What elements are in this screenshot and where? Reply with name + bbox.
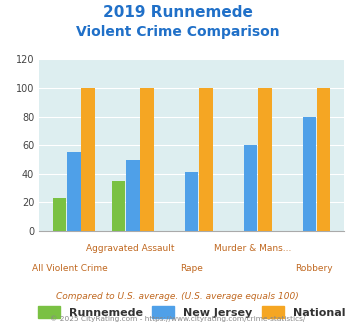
Bar [258,88,272,231]
Legend: Runnemede, New Jersey, National: Runnemede, New Jersey, National [34,302,350,322]
Bar [199,88,213,231]
Text: Rape: Rape [180,264,203,273]
Text: Aggravated Assault: Aggravated Assault [86,244,175,253]
Bar [126,159,140,231]
Bar [53,198,66,231]
Bar [317,88,331,231]
Text: 2019 Runnemede: 2019 Runnemede [103,5,252,20]
Text: Compared to U.S. average. (U.S. average equals 100): Compared to U.S. average. (U.S. average … [56,292,299,301]
Bar [67,152,81,231]
Bar [244,145,257,231]
Text: Robbery: Robbery [295,264,333,273]
Bar [185,172,198,231]
Text: Murder & Mans...: Murder & Mans... [214,244,291,253]
Bar [112,181,125,231]
Text: © 2025 CityRating.com - https://www.cityrating.com/crime-statistics/: © 2025 CityRating.com - https://www.city… [50,315,305,322]
Bar [303,116,316,231]
Bar [81,88,95,231]
Bar [140,88,154,231]
Text: Violent Crime Comparison: Violent Crime Comparison [76,25,279,39]
Text: All Violent Crime: All Violent Crime [32,264,108,273]
